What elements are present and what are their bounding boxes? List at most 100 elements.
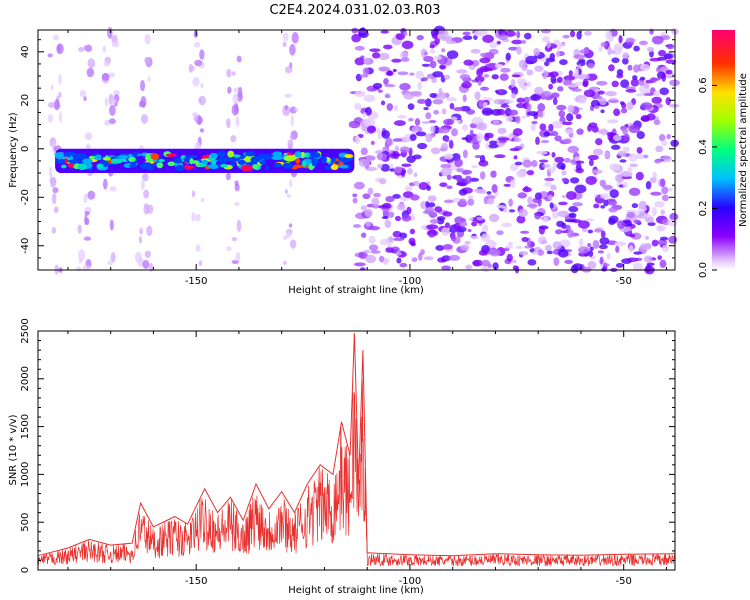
heatmap-cell: [651, 239, 659, 247]
heatmap-cell: [617, 220, 625, 229]
heatmap-cell: [441, 259, 447, 263]
heatmap-cell: [527, 259, 537, 266]
heatmap-cell: [476, 132, 484, 142]
y-tick-label: 2500: [20, 318, 31, 343]
heatmap-cell: [111, 41, 120, 48]
heatmap-cell: [560, 165, 566, 171]
heatmap-cell: [496, 204, 506, 209]
heatmap-cell: [508, 46, 519, 51]
heatmap-cell: [352, 193, 358, 198]
heatmap-cell: [234, 201, 240, 206]
heatmap-cell: [184, 164, 190, 170]
heatmap-cell: [633, 219, 642, 225]
heatmap-cell: [615, 245, 620, 253]
heatmap-cell: [578, 238, 584, 247]
heatmap-cell: [482, 67, 494, 72]
heatmap-cell: [395, 33, 406, 40]
heatmap-cell: [616, 69, 624, 76]
heatmap-cell: [627, 167, 633, 172]
heatmap-cell: [612, 134, 622, 142]
heatmap-cell: [622, 181, 628, 188]
heatmap-cell: [562, 121, 573, 126]
heatmap-cell: [421, 120, 431, 124]
heatmap-cell: [550, 184, 557, 191]
heatmap-cell: [647, 46, 655, 53]
heatmap-cell: [554, 135, 562, 142]
heatmap-cell: [537, 197, 542, 207]
heatmap-cell: [462, 35, 473, 41]
heatmap-cell: [252, 164, 259, 170]
heatmap-cell: [565, 190, 577, 200]
heatmap-cell: [198, 260, 203, 267]
heatmap-cell: [608, 215, 619, 224]
heatmap-cell: [546, 41, 552, 49]
figure-title: C2E4.2024.031.02.03.R03: [269, 3, 440, 18]
heatmap-cell: [669, 212, 679, 221]
heatmap-cell: [104, 119, 111, 126]
heatmap-cell: [604, 151, 610, 158]
heatmap-cell: [476, 216, 484, 221]
snr-ylabel: SNR (10 * v/v): [8, 414, 19, 485]
spectrogram-ylabel: Frequency (Hz): [8, 112, 19, 188]
heatmap-cell: [499, 73, 509, 81]
heatmap-cell: [609, 189, 619, 199]
heatmap-cell: [368, 244, 379, 252]
heatmap-cell: [473, 30, 483, 37]
heatmap-cell: [508, 109, 519, 116]
heatmap-cell: [354, 102, 362, 110]
heatmap-cell: [409, 194, 420, 201]
heatmap-cell: [527, 103, 532, 112]
heatmap-cell: [84, 132, 93, 141]
heatmap-cell: [546, 250, 553, 255]
heatmap-cell: [468, 217, 474, 221]
heatmap-cell: [423, 51, 429, 56]
heatmap-cell: [199, 49, 205, 60]
heatmap-cell: [401, 40, 414, 50]
snr-noise-path: [37, 379, 676, 567]
heatmap-cell: [412, 154, 422, 160]
heatmap-cell: [284, 155, 296, 162]
heatmap-cell: [491, 184, 498, 193]
heatmap-cell: [282, 235, 288, 240]
heatmap-cell: [537, 249, 544, 256]
heatmap-cell: [518, 251, 529, 256]
heatmap-cell: [457, 119, 462, 124]
heatmap-cell: [370, 140, 375, 146]
heatmap-cell: [358, 158, 370, 168]
heatmap-cell: [622, 51, 629, 59]
heatmap-cell: [574, 156, 580, 161]
heatmap-cell: [494, 154, 506, 159]
heatmap-cell: [446, 97, 457, 102]
heatmap-cell: [380, 30, 390, 34]
heatmap-cell: [538, 159, 549, 163]
heatmap-cell: [659, 87, 670, 96]
heatmap-cell: [539, 123, 547, 131]
heatmap-cell: [511, 39, 523, 45]
heatmap-cell: [423, 106, 429, 111]
heatmap-cell: [430, 125, 436, 133]
heatmap-cell: [667, 219, 678, 227]
heatmap-cell: [50, 84, 54, 91]
heatmap-cell: [509, 148, 521, 152]
heatmap-cell: [440, 163, 452, 169]
heatmap-cell: [385, 137, 393, 147]
heatmap-cell: [588, 250, 594, 257]
heatmap-cell: [599, 97, 607, 106]
heatmap-cell: [467, 195, 474, 199]
heatmap-cell: [507, 241, 514, 246]
heatmap-cell: [282, 41, 287, 47]
heatmap-cell: [265, 165, 270, 171]
heatmap-cell: [392, 138, 403, 142]
heatmap-cell: [284, 93, 292, 98]
heatmap-cell: [403, 91, 415, 100]
heatmap-cell: [510, 259, 518, 264]
heatmap-cell: [536, 150, 548, 155]
heatmap-cell: [83, 193, 88, 204]
heatmap-cell: [381, 216, 389, 220]
heatmap-cell: [516, 46, 522, 55]
heatmap-cell: [429, 44, 435, 49]
heatmap-cell: [497, 137, 510, 141]
heatmap-cell: [411, 126, 418, 133]
heatmap-cell: [621, 102, 627, 109]
heatmap-cell: [628, 124, 641, 134]
